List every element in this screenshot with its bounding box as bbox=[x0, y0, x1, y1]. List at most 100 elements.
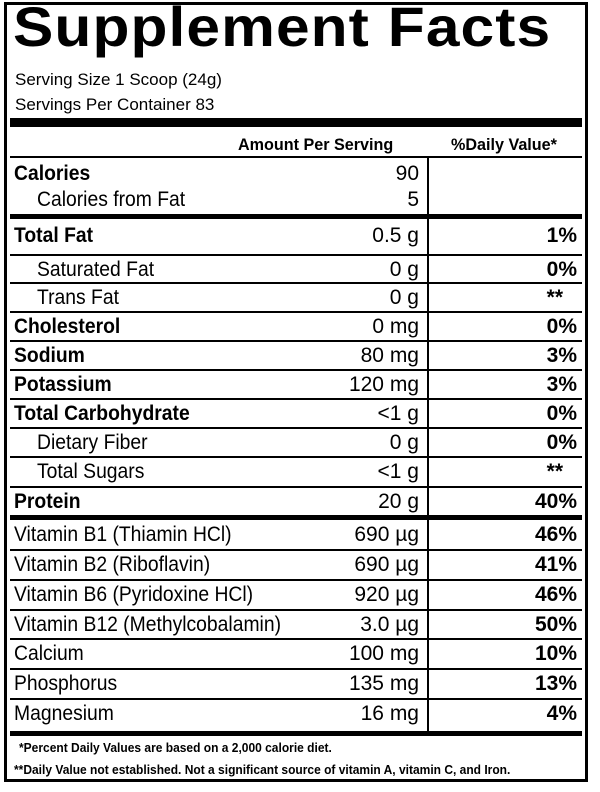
nutrient-daily-value: 3% bbox=[546, 373, 577, 396]
bottom-divider bbox=[10, 731, 582, 736]
nutrient-daily-value: 0% bbox=[546, 402, 577, 425]
nutrient-name: Dietary Fiber bbox=[37, 431, 148, 454]
nutrient-name: Total Carbohydrate bbox=[14, 402, 190, 425]
nutrient-amount: 100 mg bbox=[348, 642, 419, 665]
header-divider bbox=[10, 156, 582, 158]
nutrient-row: Dietary Fiber 0 g 0% bbox=[7, 430, 585, 456]
calories-row: Calories 90 bbox=[7, 161, 585, 187]
row-divider bbox=[10, 427, 582, 429]
nutrient-name: Protein bbox=[14, 490, 81, 513]
nutrient-daily-value: 46% bbox=[534, 583, 577, 606]
nutrient-amount: 135 mg bbox=[348, 672, 419, 695]
nutrient-row: Magnesium 16 mg 4% bbox=[7, 701, 585, 727]
medium-divider bbox=[10, 214, 582, 219]
nutrient-name: Vitamin B12 (Methylcobalamin) bbox=[14, 613, 282, 636]
nutrient-name: Potassium bbox=[14, 373, 112, 396]
nutrient-daily-value: 10% bbox=[534, 642, 577, 665]
amount-per-serving-header: Amount Per Serving bbox=[238, 135, 394, 154]
nutrient-row: Protein 20 g 40% bbox=[7, 489, 585, 515]
calories-from-fat-amount: 5 bbox=[407, 188, 419, 211]
nutrient-row: Total Carbohydrate <1 g 0% bbox=[7, 401, 585, 427]
nutrient-amount: 0.5 g bbox=[372, 224, 419, 247]
nutrient-name: Cholesterol bbox=[14, 315, 121, 338]
nutrient-name: Total Sugars bbox=[37, 460, 145, 483]
panel-title: Supplement Facts bbox=[13, 0, 552, 58]
calories-label: Calories bbox=[14, 162, 91, 185]
nutrient-name: Magnesium bbox=[14, 702, 114, 725]
nutrient-row: Potassium 120 mg 3% bbox=[7, 372, 585, 398]
nutrient-row: Phosphorus 135 mg 13% bbox=[7, 671, 585, 697]
nutrient-row: Cholesterol 0 mg 0% bbox=[7, 314, 585, 340]
calories-from-fat-label: Calories from Fat bbox=[37, 188, 186, 211]
row-divider bbox=[10, 668, 582, 670]
nutrient-daily-value: 40% bbox=[534, 490, 577, 513]
nutrient-daily-value: 3% bbox=[546, 344, 577, 367]
nutrient-row: Saturated Fat 0 g 0% bbox=[7, 257, 585, 283]
nutrient-daily-value: ** bbox=[546, 460, 563, 483]
nutrient-row: Vitamin B12 (Methylcobalamin) 3.0 µg 50% bbox=[7, 612, 585, 638]
nutrient-amount: 20 g bbox=[378, 490, 419, 513]
thick-divider bbox=[10, 118, 582, 127]
nutrient-amount: 80 mg bbox=[360, 344, 419, 367]
nutrient-name: Vitamin B2 (Riboflavin) bbox=[14, 553, 211, 576]
nutrient-daily-value: 50% bbox=[534, 613, 577, 636]
row-divider bbox=[10, 398, 582, 400]
row-divider bbox=[10, 698, 582, 700]
nutrient-daily-value: 4% bbox=[546, 702, 577, 725]
nutrient-name: Calcium bbox=[14, 642, 84, 665]
nutrient-row: Trans Fat 0 g ** bbox=[7, 285, 585, 311]
section-divider bbox=[10, 515, 582, 520]
nutrient-daily-value: 46% bbox=[534, 523, 577, 546]
nutrient-amount: <1 g bbox=[377, 460, 419, 483]
row-divider bbox=[10, 282, 582, 284]
calories-amount: 90 bbox=[395, 162, 419, 185]
nutrient-amount: <1 g bbox=[377, 402, 419, 425]
calories-from-fat-row: Calories from Fat 5 bbox=[7, 187, 585, 213]
column-divider-main bbox=[427, 219, 429, 731]
nutrient-amount: 920 µg bbox=[354, 583, 419, 606]
nutrient-amount: 120 mg bbox=[348, 373, 419, 396]
nutrient-row: Sodium 80 mg 3% bbox=[7, 343, 585, 369]
row-divider bbox=[10, 456, 582, 458]
nutrient-daily-value: 0% bbox=[546, 315, 577, 338]
nutrient-name: Trans Fat bbox=[37, 286, 119, 309]
supplement-facts-panel: Supplement Facts Serving Size 1 Scoop (2… bbox=[4, 0, 588, 782]
row-divider bbox=[10, 340, 582, 342]
nutrient-amount: 16 mg bbox=[360, 702, 419, 725]
nutrient-amount: 3.0 µg bbox=[360, 613, 419, 636]
servings-per-container: Servings Per Container 83 bbox=[15, 95, 215, 114]
nutrient-row: Vitamin B1 (Thiamin HCl) 690 µg 46% bbox=[7, 522, 585, 548]
row-divider bbox=[10, 549, 582, 551]
row-divider bbox=[10, 486, 582, 488]
nutrient-daily-value: 1% bbox=[546, 224, 577, 247]
row-divider bbox=[10, 369, 582, 371]
nutrient-row: Total Sugars <1 g ** bbox=[7, 459, 585, 485]
nutrient-amount: 0 g bbox=[389, 286, 419, 309]
nutrient-amount: 0 mg bbox=[372, 315, 419, 338]
nutrient-amount: 690 µg bbox=[354, 553, 419, 576]
serving-size: Serving Size 1 Scoop (24g) bbox=[15, 70, 222, 89]
nutrient-name: Phosphorus bbox=[14, 672, 118, 695]
nutrient-daily-value: 41% bbox=[534, 553, 577, 576]
nutrient-name: Vitamin B6 (Pyridoxine HCl) bbox=[14, 583, 254, 606]
nutrient-daily-value: 0% bbox=[546, 258, 577, 281]
row-divider bbox=[10, 579, 582, 581]
nutrient-row: Vitamin B2 (Riboflavin) 690 µg 41% bbox=[7, 552, 585, 578]
nutrient-amount: 690 µg bbox=[354, 523, 419, 546]
nutrient-daily-value: 0% bbox=[546, 431, 577, 454]
row-divider bbox=[10, 638, 582, 640]
footnote-daily-values: *Percent Daily Values are based on a 2,0… bbox=[19, 741, 332, 755]
nutrient-amount: 0 g bbox=[389, 431, 419, 454]
row-divider bbox=[10, 311, 582, 313]
nutrient-name: Vitamin B1 (Thiamin HCl) bbox=[14, 523, 232, 546]
footnote-not-established: **Daily Value not established. Not a sig… bbox=[14, 763, 511, 777]
nutrient-daily-value: ** bbox=[546, 286, 563, 309]
nutrient-name: Sodium bbox=[14, 344, 85, 367]
nutrient-name: Total Fat bbox=[14, 224, 94, 247]
column-divider-top bbox=[427, 156, 429, 214]
nutrient-row: Vitamin B6 (Pyridoxine HCl) 920 µg 46% bbox=[7, 582, 585, 608]
nutrient-name: Saturated Fat bbox=[37, 258, 155, 281]
nutrient-row: Calcium 100 mg 10% bbox=[7, 641, 585, 667]
nutrient-row: Total Fat 0.5 g 1% bbox=[7, 223, 585, 249]
row-divider bbox=[10, 609, 582, 611]
